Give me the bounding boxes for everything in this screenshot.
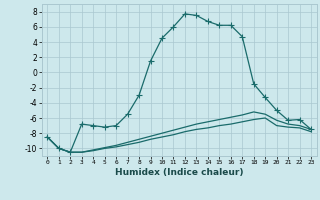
X-axis label: Humidex (Indice chaleur): Humidex (Indice chaleur): [115, 168, 244, 177]
